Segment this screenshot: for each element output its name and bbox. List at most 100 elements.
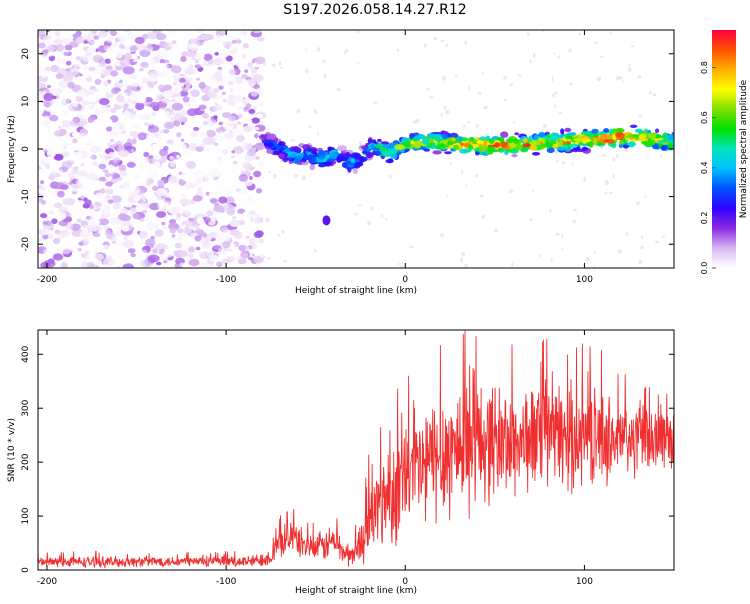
noise-speckle <box>76 113 84 119</box>
noise-speckle <box>246 58 253 63</box>
noise-speckle <box>241 199 252 207</box>
noise-speckle <box>198 124 203 129</box>
noise-speckle <box>182 224 187 229</box>
noise-speckle <box>182 96 190 103</box>
noise-speckle <box>69 41 75 46</box>
signal-blob <box>436 137 442 143</box>
noise-speckle <box>94 192 105 200</box>
noise-speckle <box>189 142 198 151</box>
noise-speckle <box>90 139 97 145</box>
noise-speckle <box>88 115 97 121</box>
noise-speckle <box>211 234 220 240</box>
signal-blob <box>667 142 673 149</box>
noise-speckle <box>219 166 227 172</box>
noise-speckle <box>108 217 122 226</box>
noise-speckle <box>245 138 251 143</box>
noise-speckle <box>57 190 65 198</box>
noise-speckle <box>248 210 256 215</box>
signal-blob <box>522 144 528 148</box>
noise-speckle <box>68 128 74 133</box>
noise-speckle <box>94 108 103 116</box>
faint-speckle <box>550 257 553 262</box>
noise-speckle <box>242 35 249 40</box>
noise-speckle <box>208 191 218 198</box>
noise-speckle <box>195 246 201 251</box>
noise-speckle <box>42 49 49 55</box>
noise-speckle <box>58 206 69 213</box>
noise-speckle <box>135 102 145 111</box>
signal-blob <box>500 141 509 148</box>
faint-speckle <box>636 201 640 206</box>
noise-speckle <box>122 263 134 268</box>
noise-speckle <box>59 184 69 190</box>
noise-speckle <box>241 98 249 105</box>
signal-blob <box>336 145 347 152</box>
signal-blob <box>383 150 392 157</box>
faint-speckle <box>526 32 530 36</box>
noise-speckle <box>111 235 119 242</box>
noise-speckle <box>141 161 151 170</box>
noise-speckle <box>40 187 46 192</box>
faint-speckle <box>528 218 533 221</box>
signal-blob <box>318 150 325 157</box>
faint-speckle <box>511 262 514 267</box>
signal-blob <box>375 145 383 149</box>
noise-speckle <box>38 185 43 189</box>
noise-speckle <box>240 252 249 259</box>
noise-speckle <box>55 73 64 80</box>
signal-blob <box>289 146 297 152</box>
noise-speckle <box>107 199 114 204</box>
noise-speckle <box>105 91 110 96</box>
noise-speckle <box>114 122 125 131</box>
noise-speckle <box>149 101 160 109</box>
snr-frame <box>37 329 675 571</box>
noise-speckle <box>44 93 50 98</box>
noise-speckle <box>38 66 45 75</box>
noise-speckle <box>214 104 223 112</box>
faint-speckle <box>317 131 320 136</box>
noise-speckle <box>153 154 162 160</box>
noise-speckle <box>205 71 211 76</box>
faint-speckle <box>572 219 577 224</box>
noise-speckle <box>125 107 135 115</box>
noise-speckle <box>173 182 180 187</box>
signal-blob <box>646 139 656 146</box>
faint-speckle <box>273 174 277 179</box>
noise-speckle <box>53 39 63 45</box>
noise-speckle <box>188 43 198 52</box>
noise-speckle <box>227 94 236 101</box>
faint-speckle <box>477 91 482 95</box>
noise-speckle <box>175 96 181 102</box>
noise-speckle <box>196 216 204 225</box>
noise-speckle <box>63 51 69 56</box>
figure-title: S197.2026.058.14.27.R12 <box>283 2 466 18</box>
snr-x-tick-label: -200 <box>37 577 58 587</box>
signal-blob <box>446 140 454 146</box>
faint-speckle <box>615 153 619 159</box>
noise-speckle <box>195 77 201 81</box>
signal-blob <box>611 134 617 141</box>
noise-speckle <box>175 55 179 59</box>
noise-speckle <box>239 32 245 36</box>
faint-speckle <box>638 259 643 265</box>
noise-speckle <box>80 195 85 200</box>
noise-speckle <box>119 170 128 177</box>
faint-speckle <box>661 235 665 238</box>
noise-speckle <box>61 248 72 255</box>
faint-speckle <box>554 150 559 154</box>
noise-speckle <box>174 113 184 121</box>
noise-speckle <box>188 246 196 253</box>
signal-blob <box>647 133 657 139</box>
noise-speckle <box>182 147 192 156</box>
faint-speckle <box>483 105 488 110</box>
snr-y-tick-label: 0 <box>21 567 31 573</box>
signal-blob <box>615 132 625 139</box>
colorbar-label: Normalized spectral amplitude <box>739 79 749 218</box>
noise-speckle <box>163 121 175 130</box>
noise-speckle <box>178 171 183 175</box>
noise-speckle <box>148 172 159 179</box>
noise-speckle <box>122 214 131 222</box>
noise-speckle <box>43 120 52 126</box>
noise-speckle <box>38 138 42 143</box>
